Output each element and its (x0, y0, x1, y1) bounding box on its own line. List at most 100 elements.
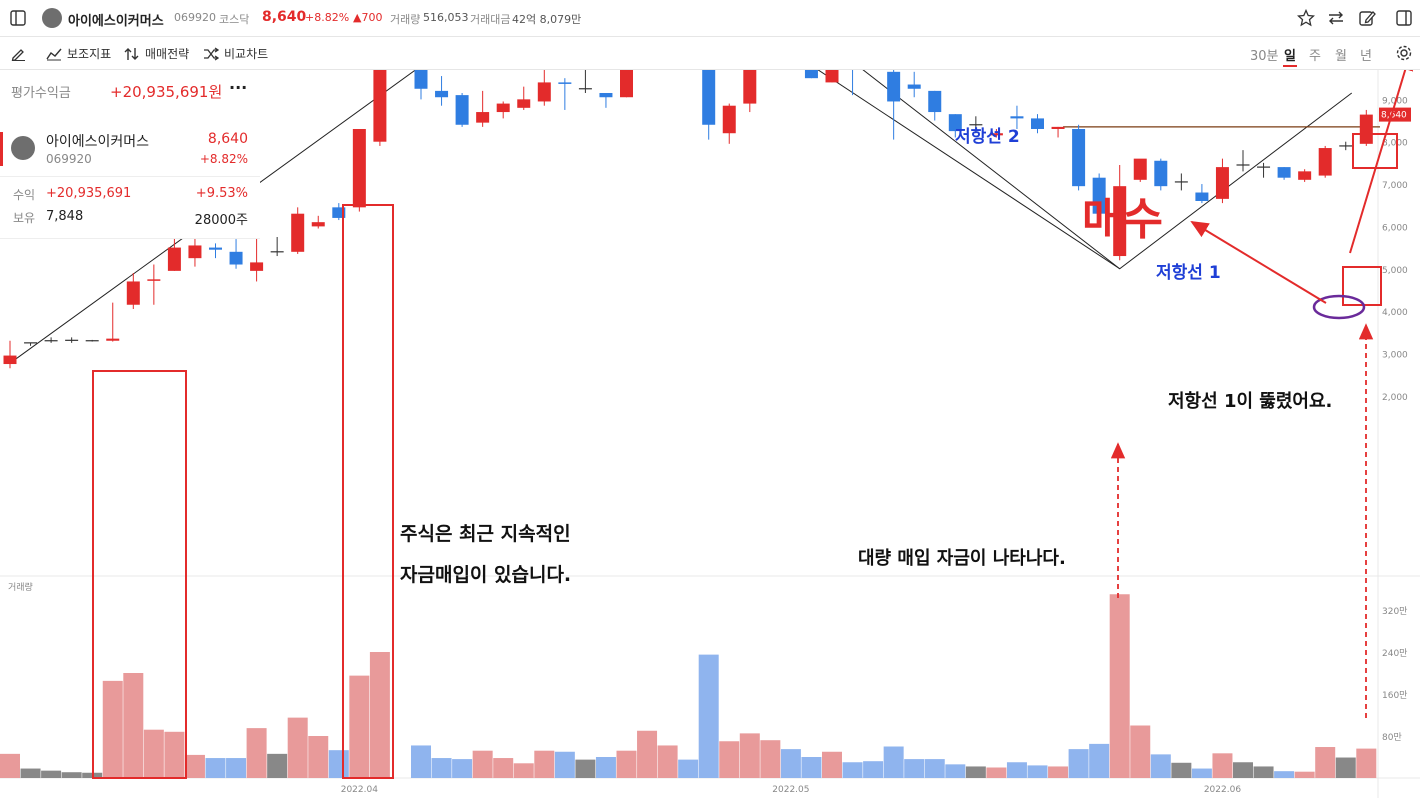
volume-bar (616, 750, 637, 778)
volume-bar (945, 764, 966, 778)
period-30min[interactable]: 30분 (1250, 49, 1279, 64)
annotation-text: 자금매입이 있습니다. (400, 564, 571, 586)
indicators-button[interactable]: 보조지표 (46, 45, 111, 62)
volume-bar (637, 730, 658, 778)
candle-body (126, 281, 140, 305)
resistance-1-label: 저항선 1 (1156, 262, 1221, 283)
settings-gear-icon[interactable] (1395, 44, 1413, 65)
volume-value: 516,053 (423, 11, 469, 24)
resistance-2-label: 저항선 2 (955, 126, 1020, 147)
volume-bar (965, 766, 986, 778)
candle-body (1215, 167, 1229, 199)
candle-body (147, 279, 161, 281)
compare-button[interactable]: 비교차트 (203, 45, 268, 62)
volume-bar (1068, 749, 1089, 778)
volume-bar (822, 751, 842, 778)
candle-body (1195, 192, 1209, 201)
period-month[interactable]: 월 (1335, 49, 1347, 64)
strategy-button[interactable]: 매매전략 (124, 45, 189, 62)
candle-body (1010, 116, 1024, 119)
volume-bar (739, 733, 760, 778)
candle-body (352, 128, 366, 208)
volume-bar (1356, 748, 1377, 778)
volume-bar (1048, 766, 1069, 778)
volume-bar (842, 762, 863, 778)
volume-bar (863, 761, 884, 778)
trend-line (9, 70, 1353, 364)
period-day[interactable]: 일 (1284, 49, 1296, 64)
volume-bar (226, 758, 247, 778)
volume-bar (904, 759, 925, 778)
annotation-text: 대량 매입 자금이 나타나다. (858, 547, 1066, 569)
volume-bar (1150, 754, 1171, 778)
panel-price: 8,640 (207, 131, 248, 147)
candle-body (167, 247, 181, 271)
period-week[interactable]: 주 (1309, 49, 1321, 64)
candle-body (311, 222, 325, 227)
volume-bar (1233, 762, 1253, 778)
candle-body (517, 99, 531, 108)
volume-label: 거래량 (390, 13, 421, 26)
volume-bar (246, 728, 267, 778)
panel-stock-name: 아이에스이커머스 (46, 134, 150, 150)
volume-bar (678, 759, 699, 778)
star-icon[interactable] (1296, 8, 1316, 30)
more-menu-button[interactable]: ··· (229, 78, 248, 97)
annotation-text: 주식은 최근 지속적인 (400, 523, 571, 545)
candle-body (332, 207, 346, 218)
volume-bar (287, 717, 308, 778)
volume-bar (780, 749, 801, 778)
eval-label: 평가수익금 (11, 86, 71, 101)
volume-bar (205, 758, 226, 778)
volume-bar (513, 763, 534, 778)
volume-bar (1315, 747, 1336, 778)
stock-header-bar: 아이에스이커머스 069920 코스닥 8,640 +8.82% ▲700 거래… (0, 0, 1420, 37)
panel-change-pct: +8.82% (199, 152, 248, 166)
position-panel: 평가수익금 +20,935,691원 ··· 아이에스이커머스 069920 8… (0, 70, 260, 239)
volume-bar (1027, 765, 1048, 778)
volume-axis-label: 거래량 (8, 581, 33, 593)
candle-body (989, 133, 1003, 136)
candle-body (722, 105, 736, 134)
buy-label: 매수 (1082, 194, 1163, 245)
volume-bar (554, 751, 575, 778)
panel-toggle-icon[interactable] (1396, 10, 1412, 29)
edit-icon[interactable] (1358, 9, 1376, 30)
volume-bar (1212, 753, 1233, 778)
volume-bar (1171, 762, 1192, 778)
candle-body (209, 247, 222, 250)
strategy-label: 매매전략 (145, 47, 190, 61)
swap-icon[interactable] (1327, 9, 1345, 30)
volume-bar (472, 750, 493, 778)
amount-label: 거래대금 (470, 13, 511, 26)
volume-bar (1335, 757, 1356, 778)
price-chart[interactable]: 2,0003,0004,0005,0006,0007,0008,0009,000… (0, 70, 1420, 798)
stock-code: 069920 (174, 11, 216, 24)
candle-body (907, 84, 921, 89)
candle-body (1298, 171, 1312, 180)
candle-body (928, 90, 942, 113)
candle-body (455, 95, 469, 125)
volume-bar (575, 759, 596, 778)
volume-bar (924, 759, 945, 778)
volume-bar (493, 758, 514, 778)
volume-tick-label: 160만 (1382, 690, 1407, 701)
volume-bar (595, 757, 616, 778)
candle-body (496, 103, 510, 113)
hold-qty: 28000주 (194, 213, 248, 228)
volume-bar (328, 750, 349, 778)
profit-value: +20,935,691 (46, 186, 132, 201)
period-year[interactable]: 년 (1360, 49, 1372, 64)
volume-bar (184, 754, 205, 778)
candle-body (1318, 148, 1332, 176)
volume-bar (760, 740, 781, 778)
candle-body (558, 82, 572, 84)
volume-bar (801, 757, 822, 778)
candle-body (106, 338, 120, 341)
breakout-circle (1312, 294, 1366, 320)
volume-bar (986, 767, 1007, 778)
candle-body (1154, 160, 1168, 187)
sidebar-toggle-icon[interactable] (10, 10, 26, 29)
amount-value: 42억 8,079만 (512, 13, 582, 26)
pencil-icon[interactable] (10, 45, 26, 64)
